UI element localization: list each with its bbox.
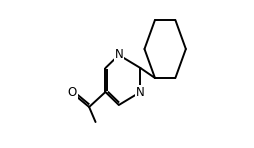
Text: N: N — [136, 86, 145, 99]
Text: O: O — [68, 86, 77, 99]
Text: N: N — [115, 49, 123, 62]
